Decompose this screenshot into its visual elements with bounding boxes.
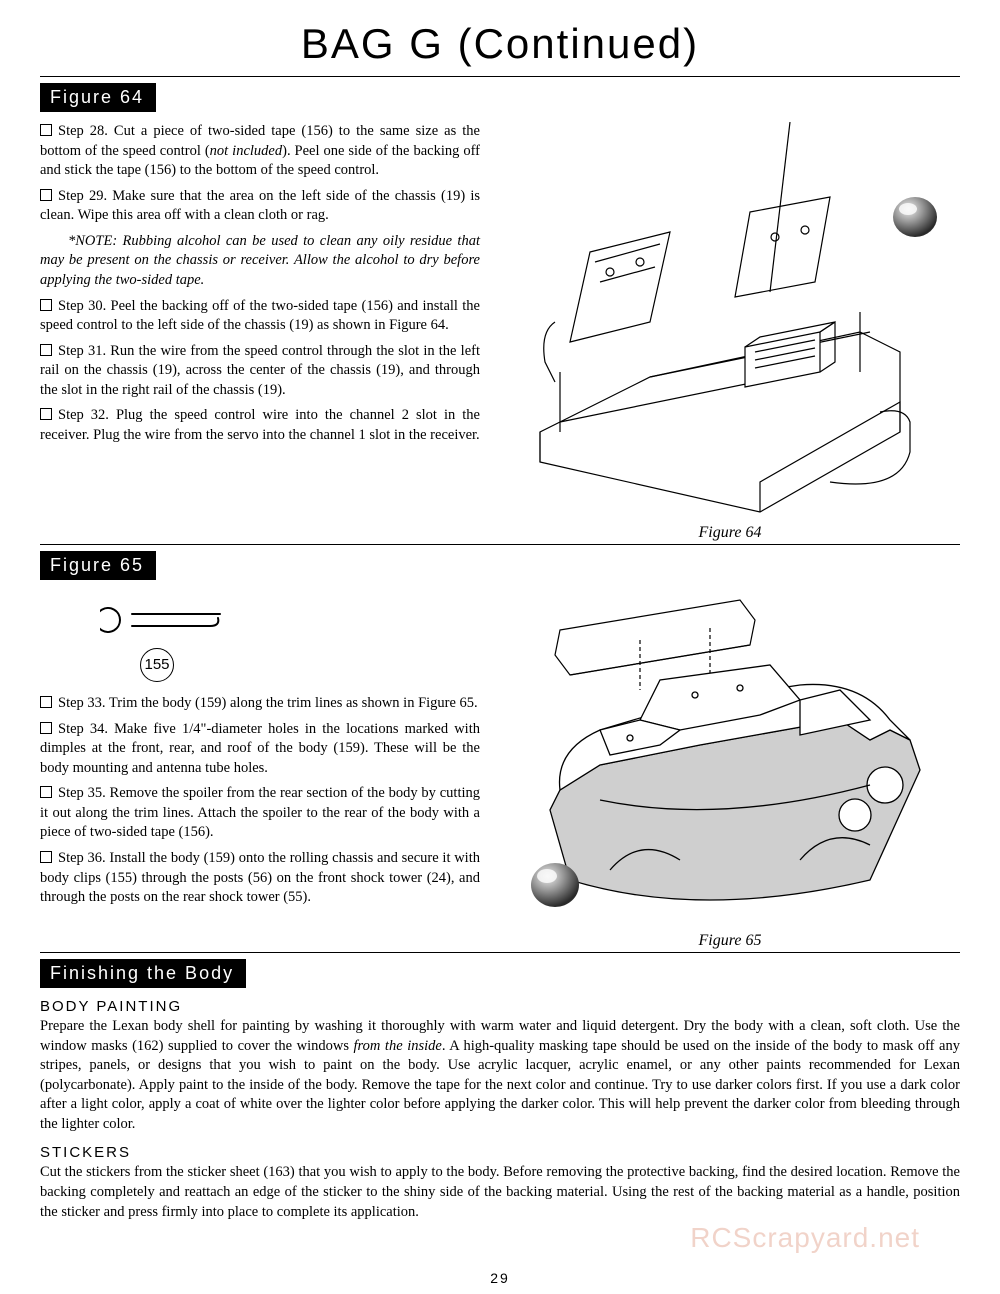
body-painting-head: BODY PAINTING (40, 998, 960, 1015)
body-painting-text: Prepare the Lexan body shell for paintin… (40, 1017, 960, 1134)
note-text: *NOTE: Rubbing alcohol can be used to cl… (40, 232, 480, 291)
step-text: Step 36. Install the body (159) onto the… (40, 850, 480, 905)
checkbox-icon (40, 189, 52, 201)
step-text: Step 28. Cut a piece of two-sided tape (… (40, 123, 480, 178)
stickers-head: STICKERS (40, 1144, 960, 1161)
figure-65-text: 155 Step 33. Trim the body (159) along t… (40, 590, 480, 950)
checkbox-icon (40, 344, 52, 356)
step-text: Step 32. Plug the speed control wire int… (40, 407, 480, 443)
page-title: BAG G (Continued) (40, 20, 960, 68)
finishing-label: Finishing the Body (40, 959, 246, 988)
step-text: Step 31. Run the wire from the speed con… (40, 343, 480, 398)
checkbox-icon (40, 722, 52, 734)
step-text: Step 33. Trim the body (159) along the t… (58, 695, 478, 711)
figure-65-caption: Figure 65 (500, 932, 960, 950)
checkbox-icon (40, 786, 52, 798)
checkbox-icon (40, 696, 52, 708)
step-text: Step 35. Remove the spoiler from the rea… (40, 785, 480, 840)
checkbox-icon (40, 408, 52, 420)
step-text: Step 29. Make sure that the area on the … (40, 188, 480, 224)
step-text: Step 34. Make five 1/4"-diameter holes i… (40, 721, 480, 776)
stickers-text: Cut the stickers from the sticker sheet … (40, 1163, 960, 1222)
figure-65-image: Figure 65 (500, 590, 960, 950)
checkbox-icon (40, 299, 52, 311)
watermark-text: RCScrapyard.net (690, 1222, 920, 1254)
figure-64-section: Step 28. Cut a piece of two-sided tape (… (40, 122, 960, 542)
figure-64-image: Figure 64 (500, 122, 960, 542)
figure-64-text: Step 28. Cut a piece of two-sided tape (… (40, 122, 480, 542)
page-number: 29 (0, 1270, 1000, 1286)
figure-65-section: 155 Step 33. Trim the body (159) along t… (40, 590, 960, 950)
part-number-circle: 155 (140, 648, 174, 682)
step-text: Step 30. Peel the backing off of the two… (40, 298, 480, 334)
rule-top (40, 76, 960, 77)
rule-mid2 (40, 952, 960, 953)
body-clip-icon (100, 596, 250, 644)
figure-65-label: Figure 65 (40, 551, 156, 580)
figure-64-label: Figure 64 (40, 83, 156, 112)
rule-mid1 (40, 544, 960, 545)
figure-64-caption: Figure 64 (500, 524, 960, 542)
checkbox-icon (40, 124, 52, 136)
checkbox-icon (40, 851, 52, 863)
